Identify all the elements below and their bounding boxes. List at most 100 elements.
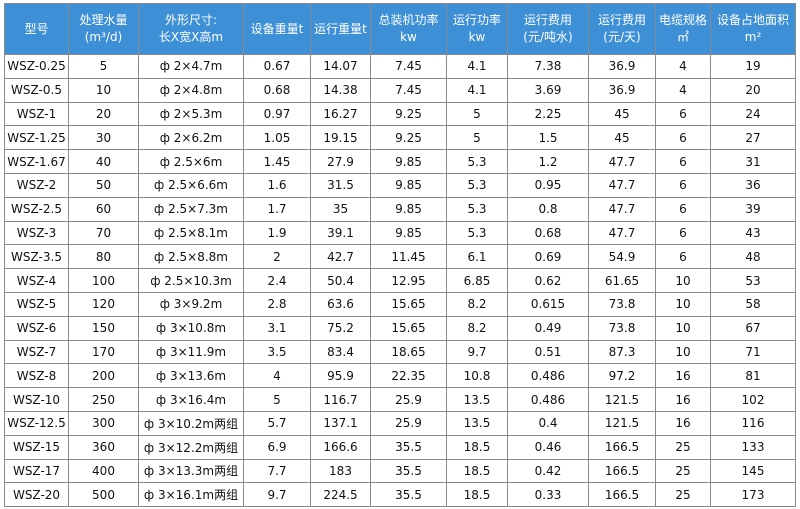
table-cell: 16 [655, 363, 711, 389]
table-row: WSZ-1.25 30 ф 2×6.2m 1.05 19.15 9.25 5 1.5 45 6 27 [4, 125, 796, 151]
table-cell: 500 [68, 482, 139, 508]
table-row: WSZ-5 120 ф 3×9.2m 2.8 63.6 15.65 8.2 0.615 73.8… [4, 291, 796, 317]
header-text: 运行重量t [314, 21, 367, 36]
table-cell: 4 [655, 54, 711, 79]
table-cell: ф 3×10.2m两组 [138, 410, 244, 436]
table-cell: 2 [243, 244, 311, 270]
table-cell: 8.2 [446, 315, 508, 341]
table-cell: ф 2×4.8m [138, 77, 244, 103]
table-cell: WSZ-2.5 [4, 196, 69, 222]
table-cell: 7.7 [243, 458, 311, 484]
header-text: 外形尺寸: [164, 13, 218, 27]
header-cell: 外形尺寸: 长X宽X高m [138, 3, 244, 55]
table-row: WSZ-15 360 ф 3×12.2m两组 6.9 166.6 35.5 18.5 0.46… [4, 434, 796, 460]
table-cell: 16.27 [310, 101, 371, 127]
table-cell: 63.6 [310, 291, 371, 317]
table-cell: 6.85 [446, 268, 508, 293]
table-cell: 150 [68, 315, 139, 341]
table-cell: 0.62 [507, 268, 589, 293]
table-cell: ф 2.5×8.8m [138, 244, 244, 270]
table-cell: 4.1 [446, 77, 508, 103]
table-cell: 183 [310, 458, 371, 484]
table-cell: 0.486 [507, 363, 589, 389]
table-cell: 133 [710, 434, 796, 460]
table-cell: 35.5 [370, 458, 447, 484]
table-cell: 9.25 [370, 125, 447, 151]
header-cell: 运行功率 kw [446, 3, 508, 55]
header-cell: 运行重量t [310, 3, 371, 55]
table-cell: 0.67 [243, 54, 311, 79]
header-text: m² [744, 30, 762, 44]
table-cell: ф 3×11.9m [138, 339, 244, 365]
header-cell: 运行费用 (元/吨水) [507, 3, 589, 55]
table-cell: 5.3 [446, 220, 508, 246]
table-cell: ф 3×13.3m两组 [138, 458, 244, 484]
table-cell: 45 [588, 125, 656, 151]
table-cell: 53 [710, 268, 796, 293]
table-wrap: 型号 处理水量 (m³/d) 外形尺寸: 长X宽X高m 设备重量t 运行重量t 总装机功率 kw… [4, 3, 796, 508]
table-cell: 58 [710, 291, 796, 317]
table-cell: WSZ-17 [4, 458, 69, 484]
table-cell: 0.42 [507, 458, 589, 484]
table-cell: ф 2.5×6m [138, 149, 244, 174]
table-cell: 18.5 [446, 482, 508, 508]
table-cell: 25 [655, 458, 711, 484]
table-body: WSZ-0.25 5 ф 2×4.7m 0.67 14.07 7.45 4.1 7.38 36.… [4, 54, 796, 508]
table-cell: 27 [710, 125, 796, 151]
table-cell: 45 [588, 101, 656, 127]
table-cell: 166.6 [310, 434, 371, 460]
table-cell: ф 3×13.6m [138, 363, 244, 389]
table-cell: ф 3×16.1m两组 [138, 482, 244, 508]
table-cell: 80 [68, 244, 139, 270]
table-cell: 1.6 [243, 172, 311, 198]
table-cell: 166.5 [588, 434, 656, 460]
table-cell: 5 [243, 387, 311, 412]
table-cell: 8.2 [446, 291, 508, 317]
table-cell: 25 [655, 482, 711, 508]
table-cell: 0.8 [507, 196, 589, 222]
table-cell: WSZ-12.5 [4, 410, 69, 436]
table-cell: 145 [710, 458, 796, 484]
table-cell: 6 [655, 149, 711, 174]
table-cell: 0.486 [507, 387, 589, 412]
table-cell: 4 [243, 363, 311, 389]
table-cell: 97.2 [588, 363, 656, 389]
table-cell: WSZ-20 [4, 482, 69, 508]
table-cell: 100 [68, 268, 139, 293]
table-cell: ф 2×5.3m [138, 101, 244, 127]
table-cell: 0.69 [507, 244, 589, 270]
table-cell: 13.5 [446, 387, 508, 412]
header-row: 型号 处理水量 (m³/d) 外形尺寸: 长X宽X高m 设备重量t 运行重量t 总装机功率 kw… [4, 3, 796, 55]
table-row: WSZ-2 50 ф 2.5×6.6m 1.6 31.5 9.85 5.3 0.95 47.7 6… [4, 172, 796, 198]
table-cell: 87.3 [588, 339, 656, 365]
header-text: 设备重量t [250, 21, 304, 36]
table-row: WSZ-1.67 40 ф 2.5×6m 1.45 27.9 9.85 5.3 1.2 47.7… [4, 149, 796, 174]
table-cell: 5.7 [243, 410, 311, 436]
table-cell: 6 [655, 172, 711, 198]
table-cell: 73.8 [588, 315, 656, 341]
table-cell: 6 [655, 101, 711, 127]
table-row: WSZ-0.5 10 ф 2×4.8m 0.68 14.38 7.45 4.1 3.69 36.… [4, 77, 796, 103]
table-cell: 9.25 [370, 101, 447, 127]
table-row: WSZ-2.5 60 ф 2.5×7.3m 1.7 35 9.85 5.3 0.8 47.7 6 3… [4, 196, 796, 222]
table-row: WSZ-8 200 ф 3×13.6m 4 95.9 22.35 10.8 0.486 97.2… [4, 363, 796, 389]
table-cell: WSZ-6 [4, 315, 69, 341]
table-cell: 6 [655, 125, 711, 151]
header-cell: 型号 [4, 3, 69, 55]
table-cell: 36 [710, 172, 796, 198]
table-cell: 6 [655, 196, 711, 222]
table-cell: ф 3×9.2m [138, 291, 244, 317]
table-cell: 300 [68, 410, 139, 436]
table-cell: 1.5 [507, 125, 589, 151]
table-cell: 36.9 [588, 77, 656, 103]
table-cell: 5.3 [446, 172, 508, 198]
table-cell: 42.7 [310, 244, 371, 270]
table-cell: 5 [446, 125, 508, 151]
table-cell: 50 [68, 172, 139, 198]
header-cell: 处理水量 (m³/d) [68, 3, 139, 55]
table-cell: 0.68 [243, 77, 311, 103]
table-cell: WSZ-1.67 [4, 149, 69, 174]
table-cell: 5 [68, 54, 139, 79]
header-text: 型号 [24, 21, 49, 36]
table-cell: 3.69 [507, 77, 589, 103]
